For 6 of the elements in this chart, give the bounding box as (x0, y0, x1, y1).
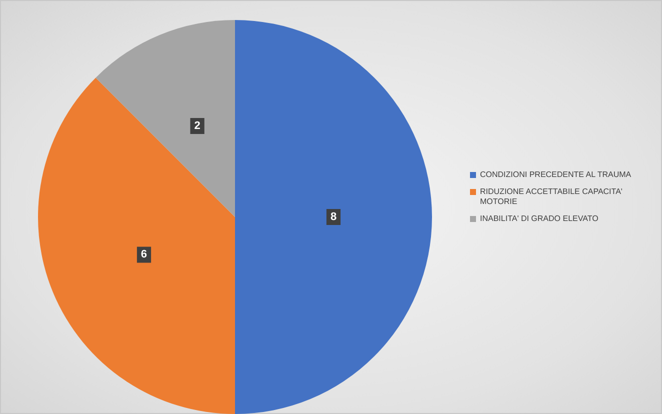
legend-label: CONDIZIONI PRECEDENTE AL TRAUMA (480, 170, 632, 180)
data-label: 6 (140, 248, 148, 261)
legend-label: RIDUZIONE ACCETTABILE CAPACITA' MOTORIE (480, 187, 624, 207)
data-label: 2 (194, 120, 200, 132)
legend-label: INABILITA' DI GRADO ELEVATO (480, 214, 598, 224)
data-label: 8 (330, 211, 337, 224)
